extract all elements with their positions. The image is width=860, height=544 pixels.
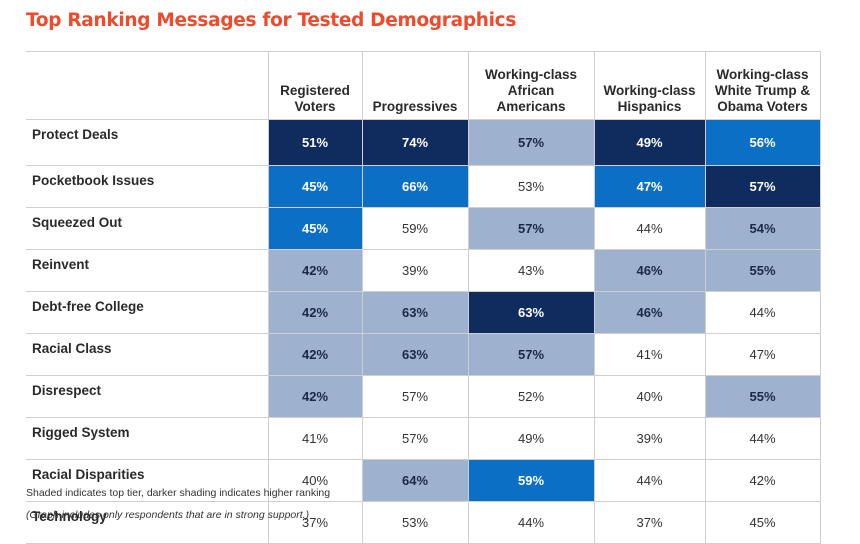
table-cell: 44% bbox=[704, 417, 821, 460]
column-header-line: Working-class bbox=[716, 67, 809, 82]
table-cell: 59% bbox=[361, 207, 469, 250]
table-cell: 55% bbox=[704, 249, 821, 292]
table-body: Protect Deals 51% 74% 57% 49% 56% Pocketbook I… bbox=[26, 119, 821, 544]
table-cell: 45% bbox=[267, 207, 363, 250]
table-cell: 45% bbox=[267, 165, 363, 208]
column-header-line: African bbox=[507, 83, 555, 98]
table-cell: 37% bbox=[267, 501, 363, 544]
table-cell: 56% bbox=[704, 119, 821, 166]
row-label: Disrespect bbox=[26, 375, 269, 418]
row-label: Protect Deals bbox=[26, 119, 269, 166]
table-cell: 54% bbox=[704, 207, 821, 250]
column-header-line: Obama Voters bbox=[717, 99, 808, 114]
table-cell: 44% bbox=[467, 501, 595, 544]
header-row: Registered Voters Progressives Working-cl… bbox=[26, 51, 821, 120]
table-cell: 57% bbox=[467, 333, 595, 376]
table-cell: 64% bbox=[361, 459, 469, 502]
table-cell: 53% bbox=[361, 501, 469, 544]
table-cell: 42% bbox=[267, 375, 363, 418]
table-cell: 57% bbox=[361, 375, 469, 418]
table-cell: 46% bbox=[593, 249, 706, 292]
corner-header bbox=[26, 51, 269, 120]
table-cell: 51% bbox=[267, 119, 363, 166]
column-header-line: Hispanics bbox=[617, 99, 682, 114]
table-cell: 42% bbox=[267, 249, 363, 292]
table-cell: 63% bbox=[467, 291, 595, 334]
table-cell: 39% bbox=[361, 249, 469, 292]
table-cell: 53% bbox=[467, 165, 595, 208]
table-cell: 41% bbox=[267, 417, 363, 460]
table-row: Technology 37% 53% 44% 37% 45% bbox=[26, 501, 821, 544]
table-cell: 40% bbox=[593, 375, 706, 418]
table-cell: 66% bbox=[361, 165, 469, 208]
table-cell: 57% bbox=[467, 207, 595, 250]
table-row: Pocketbook Issues 45% 66% 53% 47% 57% bbox=[26, 165, 821, 208]
column-header-line: Working-class bbox=[484, 67, 578, 82]
table-cell: 74% bbox=[361, 119, 469, 166]
row-label: Squeezed Out bbox=[26, 207, 269, 250]
table-cell: 52% bbox=[467, 375, 595, 418]
column-header-wc-hispanics: Working-class Hispanics bbox=[593, 51, 706, 120]
table-row: Racial Disparities 40% 64% 59% 44% 42% bbox=[26, 459, 821, 502]
column-header-line: Registered bbox=[280, 83, 350, 98]
table-cell: 59% bbox=[467, 459, 595, 502]
shading-note: Shaded indicates top tier, darker shadin… bbox=[26, 487, 331, 499]
table-cell: 47% bbox=[704, 333, 821, 376]
table-cell: 40% bbox=[267, 459, 363, 502]
chart-title: Top Ranking Messages for Tested Demograp… bbox=[26, 10, 517, 31]
column-header-wc-african-americans: Working-class African Americans bbox=[467, 51, 595, 120]
column-header-line: Americans bbox=[496, 99, 566, 114]
column-header-wc-white-trump-obama: Working-class White Trump & Obama Voters bbox=[704, 51, 821, 120]
table-cell: 39% bbox=[593, 417, 706, 460]
respondents-note: (Graph includes only respondents that ar… bbox=[26, 509, 310, 521]
ranking-table: Registered Voters Progressives Working-cl… bbox=[26, 51, 821, 544]
row-label: Reinvent bbox=[26, 249, 269, 292]
table-row: Debt-free College 42% 63% 63% 46% 44% bbox=[26, 291, 821, 334]
table-cell: 44% bbox=[704, 291, 821, 334]
column-header-line: Voters bbox=[294, 99, 336, 114]
row-label: Debt-free College bbox=[26, 291, 269, 334]
column-header-line: Working-class bbox=[603, 83, 696, 98]
table-cell: 57% bbox=[361, 417, 469, 460]
table-cell: 57% bbox=[467, 119, 595, 166]
table-cell: 41% bbox=[593, 333, 706, 376]
table-cell: 55% bbox=[704, 375, 821, 418]
table-cell: 63% bbox=[361, 333, 469, 376]
table-row: Squeezed Out 45% 59% 57% 44% 54% bbox=[26, 207, 821, 250]
table-row: Reinvent 42% 39% 43% 46% 55% bbox=[26, 249, 821, 292]
row-label: Pocketbook Issues bbox=[26, 165, 269, 208]
row-label: Technology bbox=[26, 501, 269, 544]
column-header-line: White Trump & bbox=[714, 83, 811, 98]
table-cell: 49% bbox=[593, 119, 706, 166]
table-cell: 57% bbox=[704, 165, 821, 208]
column-header-progressives: Progressives bbox=[361, 51, 469, 120]
table-cell: 43% bbox=[467, 249, 595, 292]
table-cell: 42% bbox=[704, 459, 821, 502]
column-header-line: Progressives bbox=[372, 99, 458, 114]
table-cell: 44% bbox=[593, 207, 706, 250]
table-cell: 45% bbox=[704, 501, 821, 544]
table-cell: 42% bbox=[267, 333, 363, 376]
table-row: Disrespect 42% 57% 52% 40% 55% bbox=[26, 375, 821, 418]
table-cell: 47% bbox=[593, 165, 706, 208]
table-row: Racial Class 42% 63% 57% 41% 47% bbox=[26, 333, 821, 376]
table-cell: 42% bbox=[267, 291, 363, 334]
table-cell: 49% bbox=[467, 417, 595, 460]
column-header-registered-voters: Registered Voters bbox=[267, 51, 363, 120]
table-cell: 46% bbox=[593, 291, 706, 334]
table-cell: 63% bbox=[361, 291, 469, 334]
row-label: Racial Disparities bbox=[26, 459, 269, 502]
table-cell: 37% bbox=[593, 501, 706, 544]
row-label: Rigged System bbox=[26, 417, 269, 460]
table-row: Protect Deals 51% 74% 57% 49% 56% bbox=[26, 119, 821, 166]
table-row: Rigged System 41% 57% 49% 39% 44% bbox=[26, 417, 821, 460]
table-cell: 44% bbox=[593, 459, 706, 502]
row-label: Racial Class bbox=[26, 333, 269, 376]
